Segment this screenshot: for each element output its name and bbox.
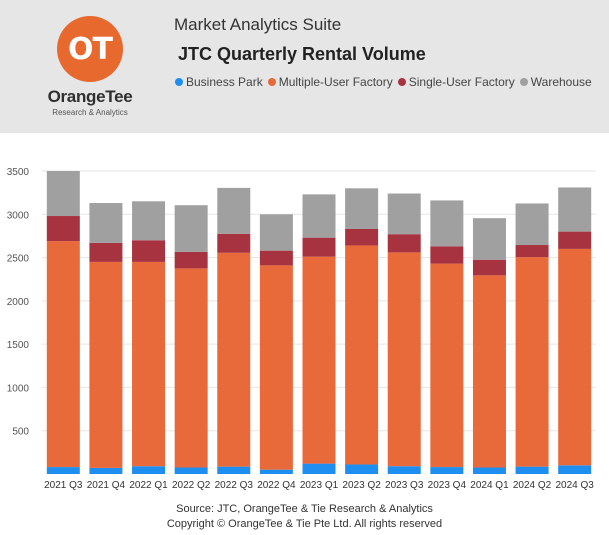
bar-segment-single-user-factory (472, 259, 506, 276)
legend-label: Business Park (186, 75, 263, 89)
y-tick-label: 500 (12, 427, 29, 438)
brand-subtitle: Research & Analytics (52, 108, 128, 117)
x-tick-label: 2021 Q3 (44, 480, 83, 491)
bar-segment-single-user-factory (217, 233, 251, 253)
bar-segment-single-user-factory (345, 229, 379, 246)
y-tick-label: 3500 (7, 167, 30, 178)
bar-segment-multiple-user-factory (174, 268, 208, 468)
bar-segment-multiple-user-factory (345, 245, 379, 465)
x-tick-label: 2022 Q2 (172, 480, 211, 491)
bar-segment-single-user-factory (174, 251, 208, 269)
bar-segment-single-user-factory (46, 216, 80, 242)
source-note: Source: JTC, OrangeTee & Tie Research & … (176, 503, 433, 515)
y-tick-label: 3000 (7, 210, 30, 221)
bar-segment-multiple-user-factory (89, 261, 123, 468)
bar-segment-business-park (430, 467, 464, 474)
x-tick-label: 2022 Q4 (257, 480, 296, 491)
x-tick-label: 2024 Q2 (513, 480, 552, 491)
bar-segment-multiple-user-factory (46, 241, 80, 468)
legend-label: Single-User Factory (408, 75, 515, 89)
suite-title: Market Analytics Suite (174, 15, 342, 34)
bar-segment-warehouse (515, 203, 549, 246)
x-tick-label: 2024 Q3 (556, 480, 595, 491)
bar-segment-warehouse (132, 201, 166, 241)
brand-name: OrangeTee (47, 87, 133, 106)
bar-segment-single-user-factory (558, 231, 592, 249)
bar-segment-multiple-user-factory (387, 252, 421, 467)
bar-segment-business-park (217, 466, 251, 474)
x-tick-label: 2023 Q2 (342, 480, 381, 491)
bar-segment-business-park (345, 464, 379, 474)
bar-segment-warehouse (89, 203, 123, 243)
bar-segment-warehouse (387, 193, 421, 235)
chart-legend: Business Park Multiple-User Factory Sing… (175, 75, 597, 89)
bar-segment-business-park (472, 467, 506, 474)
legend-item-warehouse[interactable]: Warehouse (519, 75, 592, 89)
x-tick-label: 2021 Q4 (87, 480, 126, 491)
legend-dot-icon (175, 78, 183, 86)
bar-segment-business-park (259, 469, 293, 474)
x-tick-label: 2022 Q1 (129, 480, 168, 491)
y-tick-label: 1000 (7, 383, 30, 394)
copyright-note: Copyright © OrangeTee & Tie Pte Ltd. All… (166, 518, 443, 530)
legend-label: Warehouse (530, 75, 592, 89)
legend-dot-icon (397, 78, 406, 86)
bar-segment-single-user-factory (259, 250, 293, 266)
bar-segment-multiple-user-factory (472, 275, 506, 468)
bar-segment-business-park (387, 466, 421, 474)
bar-segment-multiple-user-factory (515, 257, 549, 467)
bar-segment-warehouse (558, 187, 592, 232)
x-tick-label: 2023 Q1 (300, 480, 339, 491)
x-tick-label: 2022 Q3 (215, 480, 254, 491)
bar-segment-single-user-factory (387, 234, 421, 253)
bar-segment-business-park (515, 466, 549, 474)
chart-header: OT OrangeTee Research & Analytics Market… (0, 0, 609, 133)
orangetee-logo-icon: OT (57, 16, 123, 82)
bar-segment-warehouse (472, 218, 506, 260)
logo-glyph: OT (68, 31, 113, 67)
bar-segment-multiple-user-factory (302, 256, 336, 464)
bar-segment-single-user-factory (89, 242, 123, 262)
bar-segment-warehouse (217, 187, 251, 234)
bar-segment-business-park (302, 463, 336, 474)
bar-segment-business-park (558, 465, 592, 474)
legend-dot-icon (267, 78, 276, 86)
bar-segment-single-user-factory (430, 246, 464, 264)
stacked-bar-chart: 500 1000 1500 2000 2500 3000 3500 2021 Q3 2021 Q… (7, 167, 596, 491)
bar-segment-warehouse (46, 171, 80, 217)
bar-segment-business-park (89, 467, 123, 474)
bar-segment-business-park (46, 467, 80, 474)
bar-segment-business-park (132, 466, 166, 474)
y-tick-label: 2500 (7, 254, 30, 265)
legend-dot-icon (519, 78, 528, 86)
bar-segment-single-user-factory (132, 240, 166, 262)
x-tick-label: 2024 Q1 (470, 480, 509, 491)
bar-segment-warehouse (174, 205, 208, 252)
bar-segment-warehouse (259, 214, 293, 251)
bar-segment-warehouse (302, 194, 336, 238)
bar-segment-multiple-user-factory (558, 248, 592, 466)
bar-segment-multiple-user-factory (259, 265, 293, 470)
x-tick-label: 2023 Q4 (428, 480, 467, 491)
legend-item-multiple-user-factory[interactable]: Multiple-User Factory (267, 75, 393, 89)
y-tick-label: 1500 (7, 340, 30, 351)
bar-segment-warehouse (345, 188, 379, 230)
legend-item-business-park[interactable]: Business Park (175, 75, 263, 89)
legend-item-single-user-factory[interactable]: Single-User Factory (397, 75, 515, 89)
legend-label: Multiple-User Factory (278, 75, 393, 89)
bar-segment-single-user-factory (515, 245, 549, 258)
x-tick-label: 2023 Q3 (385, 480, 424, 491)
bar-segment-single-user-factory (302, 237, 336, 257)
bar-segment-multiple-user-factory (132, 261, 166, 467)
bar-segment-warehouse (430, 200, 464, 247)
bar-segment-business-park (174, 467, 208, 474)
y-tick-label: 2000 (7, 297, 30, 308)
bar-segment-multiple-user-factory (217, 252, 251, 467)
chart-title: JTC Quarterly Rental Volume (178, 44, 426, 64)
bar-segment-multiple-user-factory (430, 263, 464, 468)
